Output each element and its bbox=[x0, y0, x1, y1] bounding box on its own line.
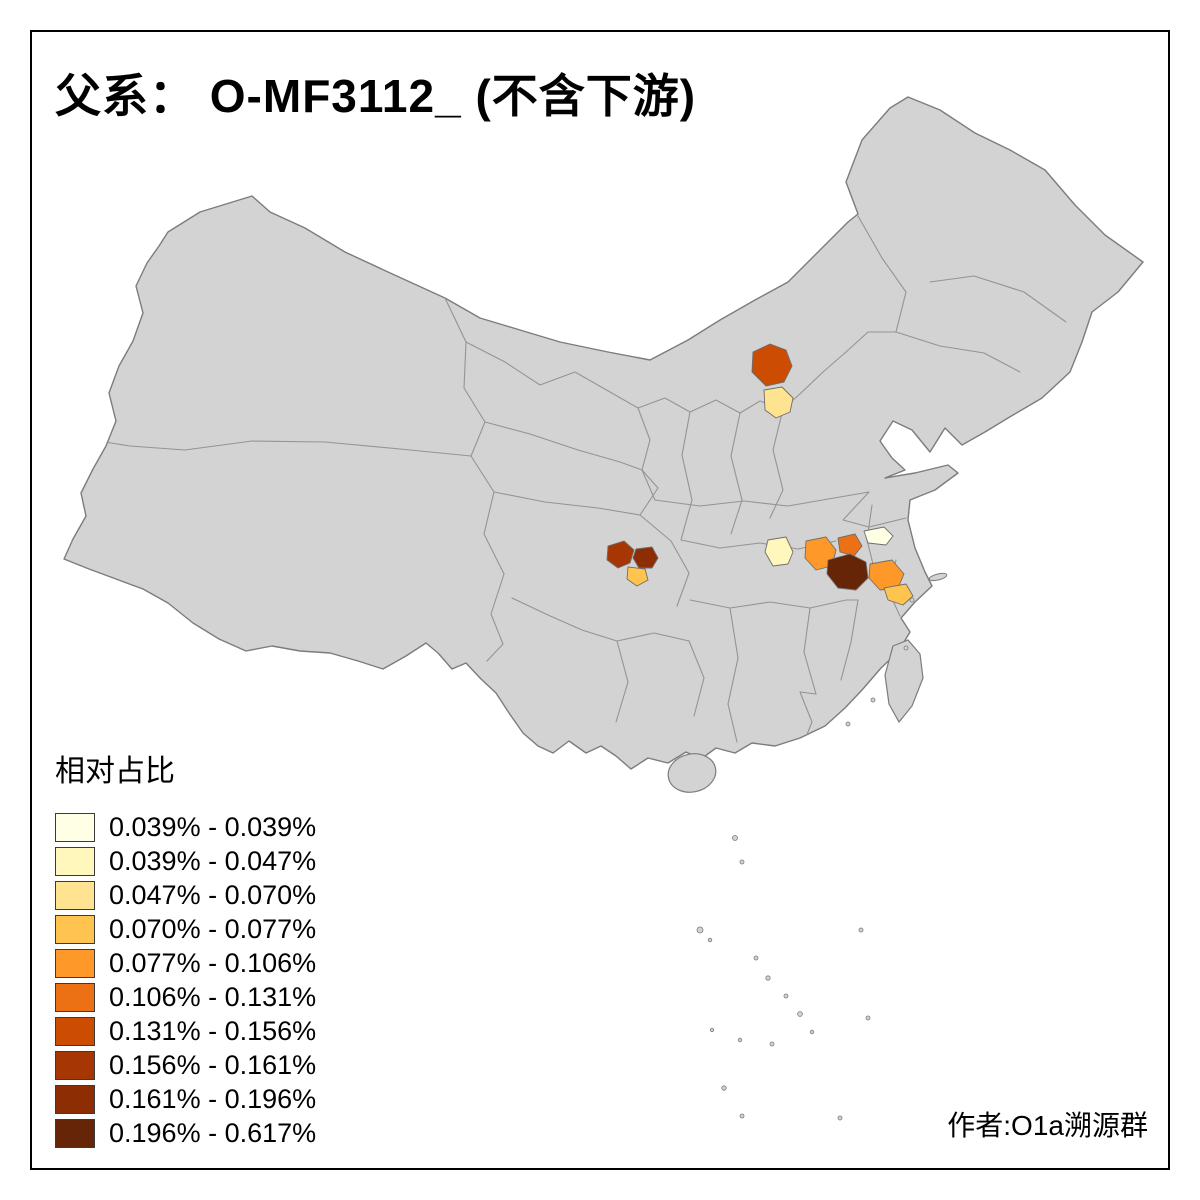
sea-islands bbox=[696, 597, 915, 1121]
legend-row: 0.070% - 0.077% bbox=[55, 912, 316, 946]
mainland-outline bbox=[63, 96, 1144, 770]
highlighted-region bbox=[764, 536, 794, 567]
legend-label: 0.131% - 0.156% bbox=[109, 1015, 317, 1046]
legend-label: 0.106% - 0.131% bbox=[109, 981, 317, 1012]
taiwan-island bbox=[884, 639, 924, 724]
author-credit: 作者:O1a溯源群 bbox=[947, 1110, 1148, 1141]
legend-row: 0.106% - 0.131% bbox=[55, 980, 316, 1014]
legend-label: 0.161% - 0.196% bbox=[109, 1083, 317, 1114]
legend-swatch bbox=[55, 914, 95, 944]
highlighted-region bbox=[883, 583, 914, 606]
highlighted-region bbox=[837, 533, 863, 557]
highlighted-regions bbox=[606, 343, 914, 606]
legend-row: 0.161% - 0.196% bbox=[55, 1082, 316, 1116]
legend-row: 0.047% - 0.070% bbox=[55, 878, 316, 912]
legend-swatch bbox=[55, 1118, 95, 1148]
highlighted-region bbox=[751, 343, 793, 387]
legend-swatch bbox=[55, 1016, 95, 1046]
hainan-island bbox=[667, 753, 717, 793]
highlighted-region bbox=[606, 540, 635, 569]
legend-swatch bbox=[55, 1050, 95, 1080]
highlighted-region bbox=[632, 546, 659, 569]
legend-label: 0.156% - 0.161% bbox=[109, 1049, 317, 1080]
chongming-island bbox=[928, 572, 948, 582]
legend-row: 0.131% - 0.156% bbox=[55, 1014, 316, 1048]
page-title: 父系： O-MF3112_ (不含下游) bbox=[55, 70, 697, 122]
legend-label: 0.047% - 0.070% bbox=[109, 879, 317, 910]
legend-row: 0.077% - 0.106% bbox=[55, 946, 316, 980]
legend-swatch bbox=[55, 880, 95, 910]
province-borders bbox=[104, 215, 1067, 743]
legend-label: 0.196% - 0.617% bbox=[109, 1117, 317, 1148]
legend-row: 0.196% - 0.617% bbox=[55, 1116, 316, 1150]
legend: 相对占比 0.039% - 0.039% 0.039% - 0.047% 0.047… bbox=[55, 746, 316, 1150]
legend-swatch bbox=[55, 982, 95, 1012]
legend-swatch bbox=[55, 846, 95, 876]
legend-row: 0.039% - 0.039% bbox=[55, 810, 316, 844]
legend-label: 0.077% - 0.106% bbox=[109, 947, 317, 978]
highlighted-region bbox=[763, 386, 794, 419]
legend-swatch bbox=[55, 1084, 95, 1114]
legend-swatch bbox=[55, 812, 95, 842]
legend-label: 0.039% - 0.039% bbox=[109, 811, 317, 842]
legend-entries: 0.039% - 0.039% 0.039% - 0.047% 0.047% - 0… bbox=[55, 810, 316, 1150]
legend-label: 0.039% - 0.047% bbox=[109, 845, 317, 876]
highlighted-region bbox=[826, 553, 869, 591]
highlighted-region bbox=[626, 566, 649, 587]
legend-label: 0.070% - 0.077% bbox=[109, 913, 317, 944]
legend-row: 0.156% - 0.161% bbox=[55, 1048, 316, 1082]
legend-row: 0.039% - 0.047% bbox=[55, 844, 316, 878]
legend-swatch bbox=[55, 948, 95, 978]
legend-title: 相对占比 bbox=[55, 755, 175, 788]
highlighted-region bbox=[863, 526, 894, 546]
